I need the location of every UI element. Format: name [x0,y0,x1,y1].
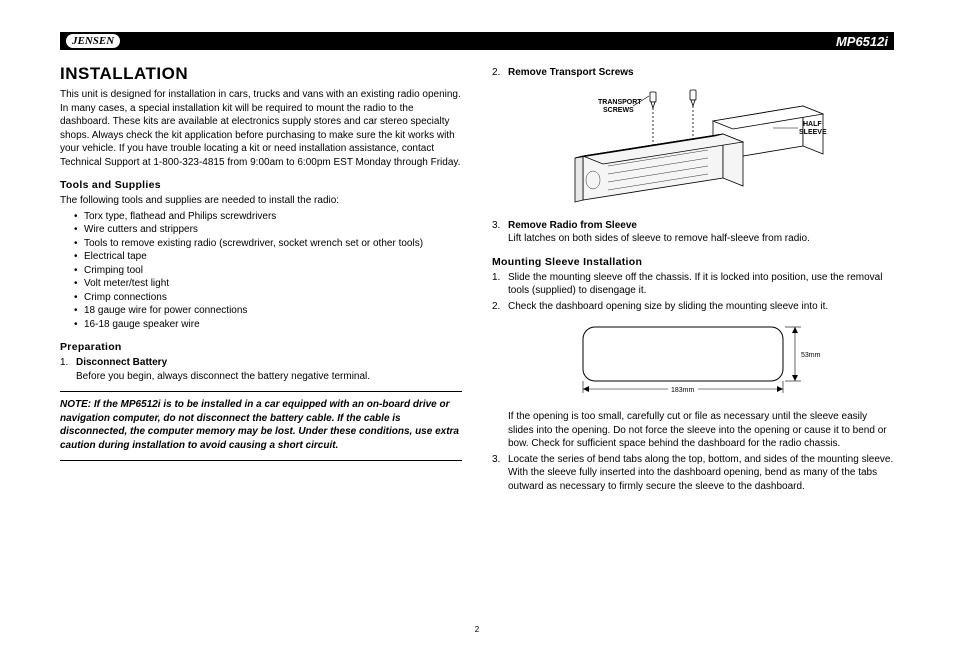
note-text: NOTE: If the MP6512i is to be installed … [60,398,462,452]
list-item: Wire cutters and strippers [74,223,462,237]
header-bar: JENSEN MP6512i [60,32,894,50]
mount-step-3: 3. Locate the series of bend tabs along … [492,453,894,494]
tools-heading: Tools and Supplies [60,179,462,191]
tools-list: Torx type, flathead and Philips screwdri… [60,210,462,332]
intro-paragraph: This unit is designed for installation i… [60,88,462,169]
left-column: INSTALLATION This unit is designed for i… [60,64,462,493]
list-item: Electrical tape [74,250,462,264]
list-item: Crimp connections [74,291,462,305]
tools-intro: The following tools and supplies are nee… [60,194,462,208]
opening-width-label: 183mm [671,387,695,394]
svg-text:SCREWS: SCREWS [603,107,634,114]
opening-height-label: 53mm [801,352,821,359]
brand-logo: JENSEN [66,34,120,48]
step-3: 3. Remove Radio from Sleeve Lift latches… [492,219,894,246]
mount-step-2: 2. Check the dashboard opening size by s… [492,300,894,314]
right-column: 2. Remove Transport Screws [492,64,894,493]
opening-diagram: 183mm 53mm [553,319,833,402]
step-number: 3. [492,453,508,494]
list-item: Volt meter/test light [74,277,462,291]
step-body: Check the dashboard opening size by slid… [508,300,894,314]
preparation-heading: Preparation [60,341,462,353]
step-title: Disconnect Battery [76,357,167,368]
body-text: If the opening is too small, carefully c… [508,410,894,451]
step-title: Remove Transport Screws [508,67,634,78]
after-opening-text: If the opening is too small, carefully c… [508,410,894,451]
mount-step-1: 1. Slide the mounting sleeve off the cha… [492,271,894,298]
step-number: 2. [492,66,508,80]
step-body: Lift latches on both sides of sleeve to … [508,233,810,244]
list-item: Tools to remove existing radio (screwdri… [74,237,462,251]
step-body: Slide the mounting sleeve off the chassi… [508,271,894,298]
page-title: INSTALLATION [60,64,462,84]
transport-screws-label: TRANSPORT [598,99,642,106]
divider [60,460,462,461]
list-item: Torx type, flathead and Philips screwdri… [74,210,462,224]
step-body: Locate the series of bend tabs along the… [508,453,894,494]
list-item: 16-18 gauge speaker wire [74,318,462,332]
svg-text:HALF: HALF [803,121,822,128]
list-item: 18 gauge wire for power connections [74,304,462,318]
step-body: Before you begin, always disconnect the … [76,371,370,382]
step-number: 3. [492,219,508,246]
step-number: 1. [60,356,76,383]
prep-step-1: 1. Disconnect Battery Before you begin, … [60,356,462,383]
list-item: Crimping tool [74,264,462,278]
page-number: 2 [0,625,954,634]
content-columns: INSTALLATION This unit is designed for i… [60,64,894,493]
step-title: Remove Radio from Sleeve [508,220,637,231]
step-2: 2. Remove Transport Screws [492,66,894,80]
step-number: 2. [492,300,508,314]
radio-diagram: TRANSPORT SCREWS HALF SLEEVE [543,86,843,209]
model-number: MP6512i [836,34,888,49]
mounting-heading: Mounting Sleeve Installation [492,256,894,268]
divider [60,391,462,392]
step-number: 1. [492,271,508,298]
svg-text:SLEEVE: SLEEVE [799,129,827,136]
